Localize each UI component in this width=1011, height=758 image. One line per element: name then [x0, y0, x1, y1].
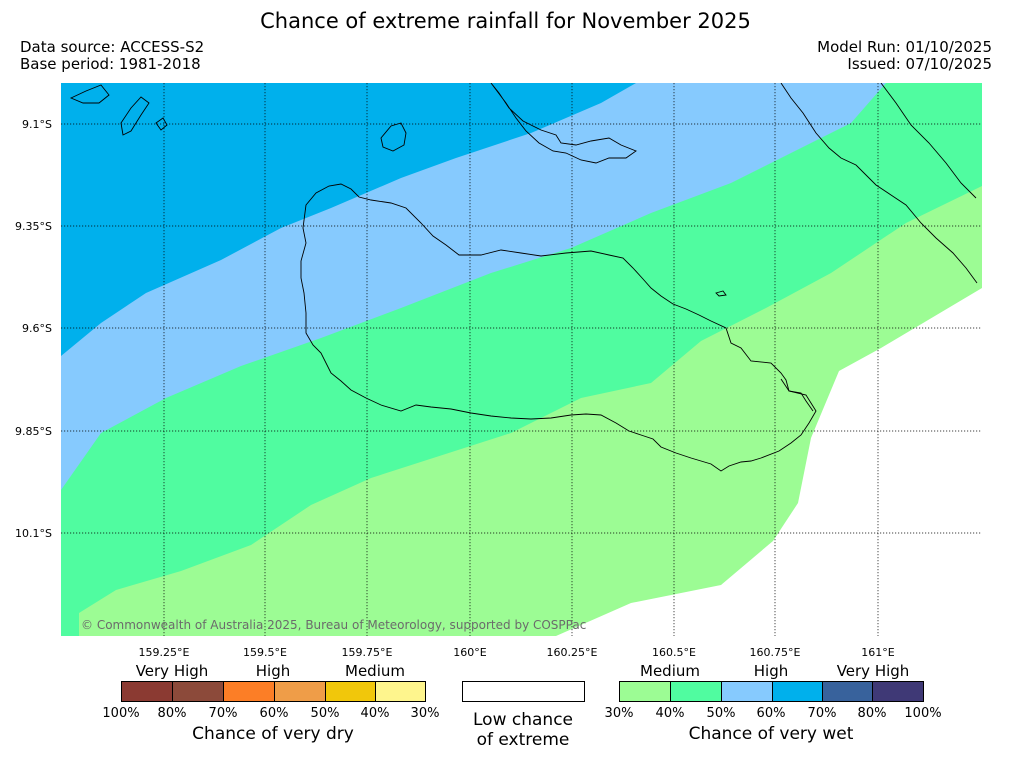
lon-label: 160°E	[453, 646, 487, 659]
wet-caption: Chance of very wet	[688, 724, 854, 744]
lon-label: 159.25°E	[138, 646, 190, 659]
dry-tick: 100%	[102, 706, 140, 721]
wet-swatch	[822, 681, 873, 702]
low-chance-caption: Low chance of extreme	[448, 710, 598, 750]
lat-label: 9.1°S	[22, 118, 52, 131]
dry-tick: 80%	[157, 706, 187, 721]
wet-tick: 50%	[706, 706, 736, 721]
coastlines	[69, 83, 978, 472]
attribution-text: © Commonwealth of Australia 2025, Bureau…	[81, 618, 587, 632]
dry-swatch	[172, 681, 224, 702]
dry-swatch	[223, 681, 275, 702]
wet-tick: 80%	[857, 706, 887, 721]
wet-category-label: High	[753, 662, 789, 680]
meta-right: Model Run: 01/10/2025 Issued: 07/10/2025	[817, 39, 992, 73]
dry-category-label: Medium	[345, 662, 405, 680]
wet-tick: 100%	[904, 706, 942, 721]
dry-tick: 40%	[360, 706, 390, 721]
dry-swatch	[121, 681, 173, 702]
dry-swatch	[325, 681, 376, 702]
wet-swatch	[670, 681, 722, 702]
lat-label: 9.35°S	[15, 220, 52, 233]
base-period-label: Base period: 1981-2018	[20, 55, 201, 73]
wet-swatch	[721, 681, 773, 702]
dry-tick: 60%	[259, 706, 289, 721]
wet-category-label: Very High	[836, 662, 910, 680]
low-chance-caption-line2: of extreme	[476, 730, 570, 750]
data-source-label: Data source: ACCESS-S2	[20, 38, 205, 56]
wet-tick: 60%	[756, 706, 786, 721]
band-60-70	[61, 83, 636, 356]
dry-tick: 70%	[208, 706, 238, 721]
dry-tick: 50%	[310, 706, 340, 721]
issued-label: Issued: 07/10/2025	[847, 55, 992, 73]
wet-tick: 30%	[604, 706, 634, 721]
lon-label: 159.75°E	[341, 646, 393, 659]
lon-label: 159.5°E	[243, 646, 287, 659]
wet-swatch	[619, 681, 671, 702]
lon-label: 160.75°E	[749, 646, 801, 659]
dry-tick: 30%	[410, 706, 440, 721]
wet-swatch	[772, 681, 823, 702]
rainfall-map[interactable]	[61, 83, 982, 636]
wet-category-label: Medium	[640, 662, 700, 680]
dry-category-label: High	[255, 662, 291, 680]
dry-swatch	[274, 681, 326, 702]
model-run-label: Model Run: 01/10/2025	[817, 38, 992, 56]
dry-category-label: Very High	[135, 662, 209, 680]
graticule	[61, 83, 982, 636]
dry-swatch	[375, 681, 426, 702]
lon-label: 161°E	[861, 646, 895, 659]
meta-left: Data source: ACCESS-S2 Base period: 1981…	[20, 39, 204, 73]
lat-label: 10.1°S	[15, 527, 52, 540]
low-chance-caption-line1: Low chance	[473, 710, 573, 730]
lat-label: 9.6°S	[22, 322, 52, 335]
lon-label: 160.5°E	[652, 646, 696, 659]
wet-tick: 70%	[807, 706, 837, 721]
page-title: Chance of extreme rainfall for November …	[260, 9, 751, 33]
wet-tick: 40%	[655, 706, 685, 721]
lon-label: 160.25°E	[546, 646, 598, 659]
map-canvas	[61, 83, 982, 636]
dry-caption: Chance of very dry	[192, 724, 354, 744]
low-chance-swatch	[462, 681, 585, 702]
wet-swatch	[872, 681, 924, 702]
lat-label: 9.85°S	[15, 425, 52, 438]
